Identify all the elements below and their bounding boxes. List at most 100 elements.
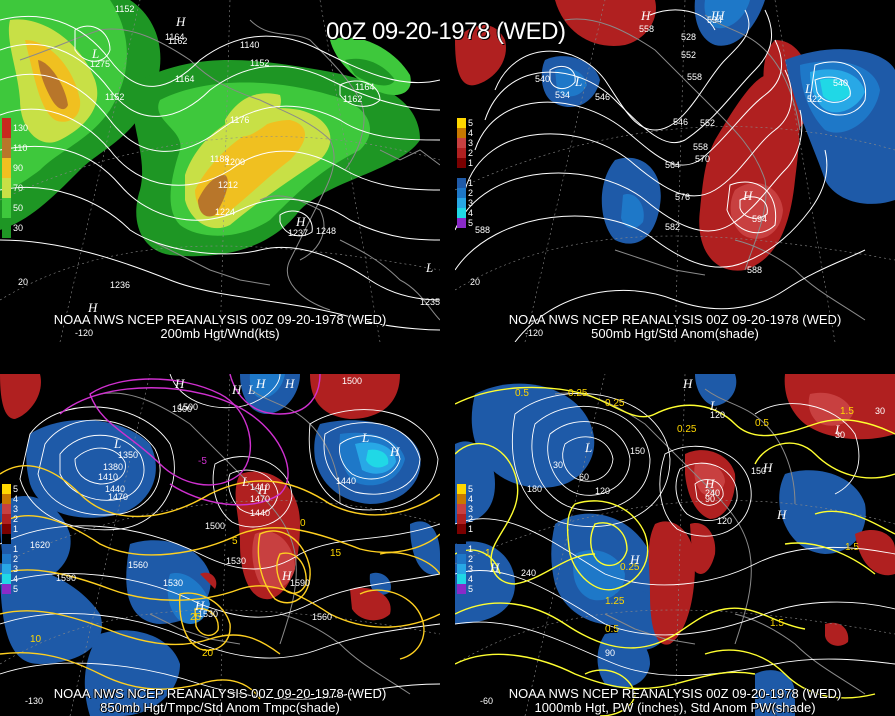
contour-label: 1176 [230, 115, 249, 125]
legend-swatch [2, 524, 11, 534]
legend-swatch [457, 128, 466, 138]
map-valid-time-title: 00Z 09-20-1978 (WED) [326, 18, 566, 45]
contour-label: 20 [470, 277, 480, 287]
legend-label: 3 [468, 198, 474, 208]
legend-swatch [457, 158, 466, 168]
high-pressure-label: H [742, 188, 753, 203]
legend-label: 5 [13, 584, 19, 594]
legend-swatch [2, 564, 11, 574]
contour-label: 1248 [316, 226, 336, 236]
legend-swatch [457, 544, 466, 554]
contour-label: 1224 [215, 207, 235, 217]
contour-label: 1440 [336, 476, 356, 486]
coastlines [554, 388, 866, 695]
contour-label: 1162 [343, 94, 362, 104]
legend-label: 110 [13, 143, 28, 153]
contour-label: 1212 [218, 180, 238, 190]
contour-label: 1140 [240, 40, 259, 50]
legend-swatch [2, 504, 11, 514]
precipitable-water-contours [455, 386, 895, 716]
contour-label: 20 [18, 277, 28, 287]
high-pressure-label: H [776, 507, 787, 522]
map-1000mb: 0.5 0.25 0.25 0.25 0.5 1.5 1.5 1.5 1 1.2… [455, 374, 895, 716]
temperature-contours [0, 374, 440, 700]
map-200mb: 1152 1164 1140 1152 1164 1152 1164 1176 … [0, 0, 440, 342]
contour-label: 588 [475, 225, 490, 235]
legend-swatch [2, 118, 11, 138]
contour-label: 120 [717, 516, 732, 526]
high-pressure-label: H [682, 376, 693, 391]
legend-label: 70 [13, 183, 24, 193]
contour-label: 1164 [165, 32, 184, 42]
low-pressure-label: L [574, 74, 582, 89]
legend-label: 30 [13, 223, 24, 233]
high-pressure-label: H [629, 552, 640, 567]
high-pressure-label: H [281, 568, 292, 583]
legend-label: 5 [468, 218, 474, 228]
pw-label: 0.5 [515, 388, 529, 399]
legend-label: 1 [468, 524, 474, 534]
contour-label: 120 [595, 486, 610, 496]
pw-label: 1.5 [840, 406, 854, 417]
legend-swatch [457, 148, 466, 158]
legend-label: 4 [13, 574, 19, 584]
contour-label: 150 [751, 466, 766, 476]
legend-swatch [457, 504, 466, 514]
legend-label: 130 [13, 123, 29, 133]
contour-label: 30 [835, 430, 845, 440]
contour-label: 1470 [108, 492, 128, 502]
legend-swatch [457, 514, 466, 524]
panel-caption-field: 200mb Hgt/Wnd(kts) [160, 326, 280, 341]
legend-label: 3 [468, 504, 474, 514]
pw-label: 0.25 [677, 424, 697, 435]
legend-swatch [2, 218, 11, 238]
legend-swatch [457, 564, 466, 574]
high-pressure-label: H [87, 300, 98, 315]
contour-label: 1560 [128, 560, 148, 570]
contour-label: 594 [752, 214, 767, 224]
pw-label: 0.5 [755, 418, 769, 429]
temperature-label: -5 [198, 456, 207, 467]
anomaly-shading [455, 0, 895, 271]
legend-label: 90 [13, 163, 24, 173]
legend-label: 1 [13, 544, 19, 554]
lat-lon-grid [455, 374, 895, 716]
legend-label: 3 [13, 564, 19, 574]
contour-label: 1440 [105, 484, 125, 494]
legend-swatch [457, 208, 466, 218]
lat-lon-grid [455, 0, 895, 342]
legend-label: 2 [13, 514, 19, 524]
panel-caption-source: NOAA NWS NCEP REANALYSIS 00Z 09-20-1978 … [508, 686, 842, 701]
legend-swatch [2, 178, 11, 198]
legend-swatch [2, 484, 11, 494]
contour-label: 1164 [355, 82, 374, 92]
contour-label: 1164 [175, 74, 194, 84]
contour-label: 1500 [178, 402, 198, 412]
legend-label: 1 [13, 524, 19, 534]
legend-label: 2 [468, 514, 474, 524]
pw-label: 0.25 [620, 562, 640, 573]
high-pressure-label: H [231, 382, 242, 397]
high-pressure-label: H [257, 482, 268, 497]
panel-caption-field: 850mb Hgt/Tmpc/Std Anom Tmpc(shade) [100, 700, 340, 715]
legend-label: 3 [13, 504, 19, 514]
legend-swatch [457, 168, 466, 178]
height-contours [0, 374, 440, 700]
contour-label: 570 [695, 154, 710, 164]
contour-label: 150 [630, 446, 645, 456]
high-pressure-label: H [295, 214, 306, 229]
legend-label: 50 [13, 203, 24, 213]
low-pressure-label: L [113, 436, 121, 451]
panel-200mb-height-wind: 1152 1164 1140 1152 1164 1152 1164 1176 … [0, 0, 440, 342]
panel-caption-source: NOAA NWS NCEP REANALYSIS 00Z 09-20-1978 … [53, 686, 387, 701]
legend-swatch [2, 494, 11, 504]
low-pressure-label: L [247, 382, 255, 397]
contour-labels: 0.5 0.25 0.25 0.25 0.5 1.5 1.5 1.5 1 1.2… [480, 376, 885, 706]
low-pressure-label: L [241, 474, 249, 489]
contour-label: 1500 [205, 521, 225, 531]
contour-label: 546 [673, 117, 688, 127]
contour-label: 522 [807, 94, 822, 104]
contour-label: -60 [480, 696, 493, 706]
legend-label: 5 [468, 584, 474, 594]
